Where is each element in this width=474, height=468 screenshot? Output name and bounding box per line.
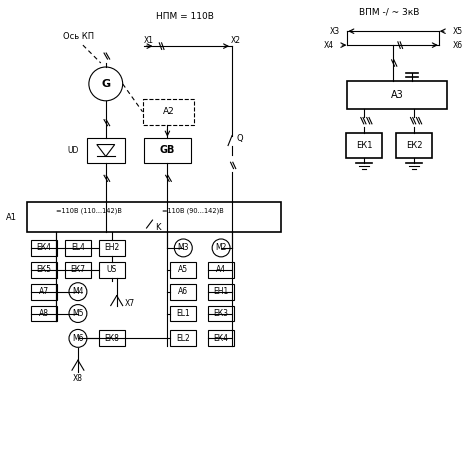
Text: GB: GB	[160, 146, 175, 155]
Text: М6: М6	[72, 334, 84, 343]
Text: Ось КП: Ось КП	[64, 32, 94, 41]
Circle shape	[174, 239, 192, 257]
Text: ЕК1: ЕК1	[356, 141, 373, 150]
Text: А6: А6	[178, 287, 188, 296]
Text: ЕL1: ЕL1	[176, 309, 190, 318]
Text: A1: A1	[6, 212, 17, 222]
Bar	[208, 262, 234, 278]
Text: ЕН2: ЕН2	[104, 243, 119, 252]
Text: X7: X7	[125, 299, 135, 308]
Text: X8: X8	[73, 373, 83, 383]
Bar	[208, 284, 234, 300]
Text: Х3: Х3	[329, 27, 339, 36]
Bar	[170, 262, 196, 278]
Bar	[99, 240, 125, 256]
Text: Q: Q	[237, 134, 243, 143]
Text: ЕК4: ЕК4	[214, 334, 228, 343]
Text: K: K	[155, 223, 160, 232]
Text: М4: М4	[72, 287, 84, 296]
Circle shape	[69, 283, 87, 300]
Text: Х1: Х1	[144, 36, 154, 44]
Text: А2: А2	[163, 107, 174, 116]
Bar	[31, 284, 57, 300]
Bar	[31, 306, 57, 322]
Bar	[31, 262, 57, 278]
Text: ЕК4: ЕК4	[36, 243, 52, 252]
Circle shape	[69, 305, 87, 322]
Bar	[347, 81, 447, 109]
Text: ЕН1: ЕН1	[213, 287, 229, 296]
Text: М2: М2	[215, 243, 227, 252]
Text: А5: А5	[178, 265, 188, 274]
Text: US: US	[107, 265, 117, 274]
Text: ЕК3: ЕК3	[214, 309, 228, 318]
Text: ЕК2: ЕК2	[406, 141, 422, 150]
Bar	[99, 262, 125, 278]
Text: А8: А8	[39, 309, 49, 318]
Bar	[99, 330, 125, 346]
Text: Х4: Х4	[323, 41, 333, 50]
Text: А7: А7	[39, 287, 49, 296]
Text: М5: М5	[72, 309, 84, 318]
Bar	[208, 306, 234, 322]
Text: Х2: Х2	[231, 36, 241, 44]
Text: Х5: Х5	[453, 27, 463, 36]
Bar	[144, 138, 191, 163]
Circle shape	[89, 67, 123, 101]
Circle shape	[69, 329, 87, 347]
Text: Х6: Х6	[453, 41, 463, 50]
Text: ЕL4: ЕL4	[71, 243, 85, 252]
Text: =110В (90...142)В: =110В (90...142)В	[163, 208, 224, 214]
Text: G: G	[101, 79, 110, 89]
Bar	[143, 99, 194, 124]
Bar	[87, 138, 125, 163]
Bar	[170, 330, 196, 346]
Circle shape	[212, 239, 230, 257]
Bar	[396, 132, 432, 159]
Text: А3: А3	[391, 90, 403, 100]
Bar	[31, 240, 57, 256]
Bar	[170, 306, 196, 322]
Bar	[346, 132, 382, 159]
Text: М3: М3	[178, 243, 189, 252]
Bar	[27, 202, 281, 232]
Bar	[65, 262, 91, 278]
Text: ЕК8: ЕК8	[104, 334, 119, 343]
Text: ЕL2: ЕL2	[176, 334, 190, 343]
Polygon shape	[97, 145, 115, 156]
Text: ВПМ -/ ~ 3кВ: ВПМ -/ ~ 3кВ	[359, 8, 419, 17]
Bar	[208, 330, 234, 346]
Bar	[65, 240, 91, 256]
Text: ЕК7: ЕК7	[71, 265, 85, 274]
Text: ЕК5: ЕК5	[36, 265, 52, 274]
Bar	[170, 284, 196, 300]
Text: НПМ = 110В: НПМ = 110В	[156, 12, 214, 21]
Text: =110В (110...142)В: =110В (110...142)В	[56, 208, 122, 214]
Text: UD: UD	[68, 146, 79, 155]
Text: А4: А4	[216, 265, 226, 274]
